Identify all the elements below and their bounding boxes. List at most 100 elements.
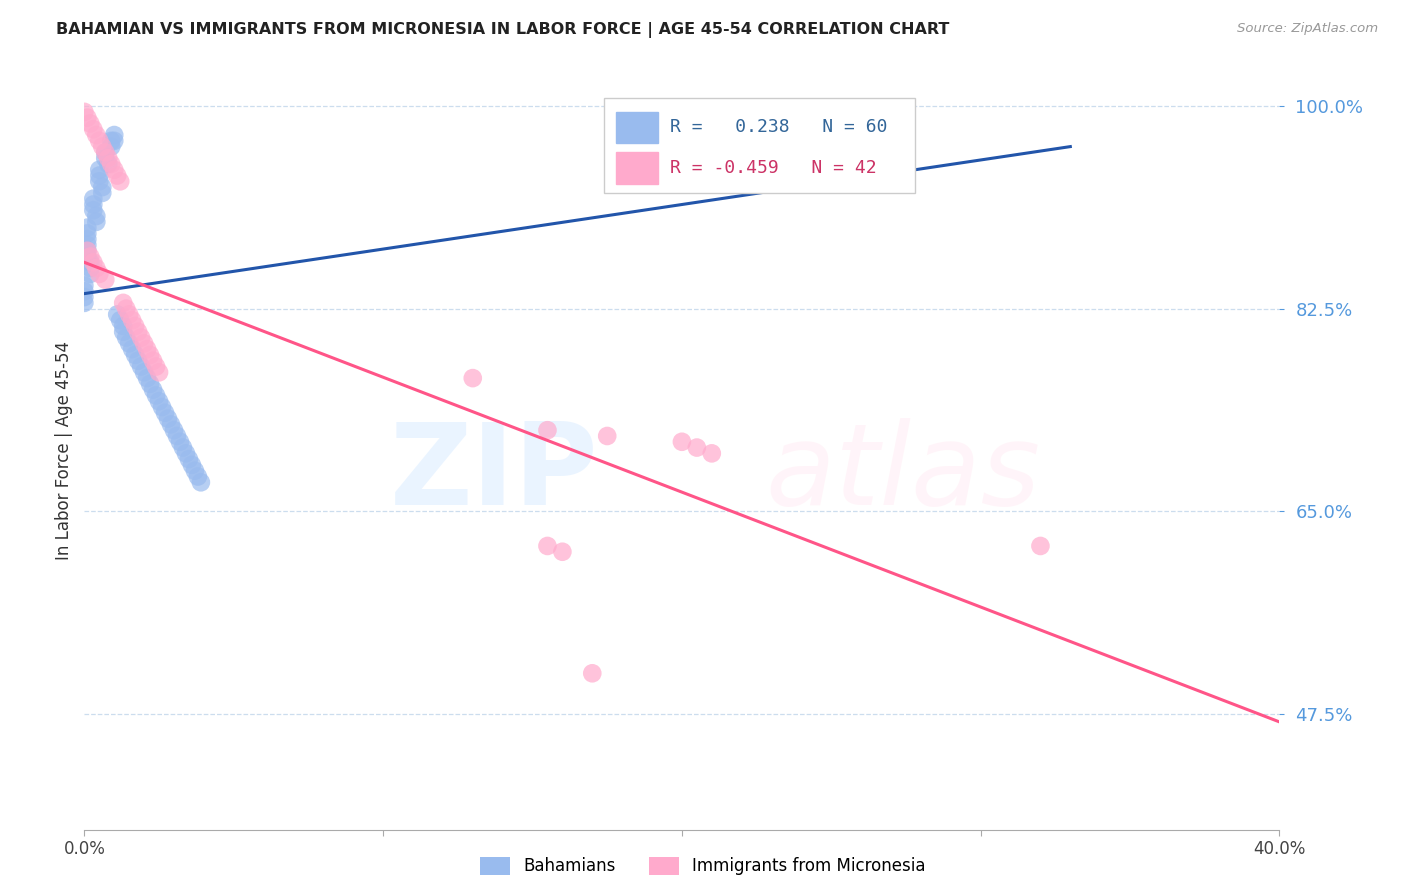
Point bbox=[79, 116, 101, 130]
Point bbox=[671, 434, 693, 449]
Bar bbox=[616, 112, 658, 144]
Y-axis label: In Labor Force | Age 45-54: In Labor Force | Age 45-54 bbox=[55, 341, 73, 560]
Point bbox=[461, 371, 484, 385]
Point bbox=[79, 255, 101, 269]
Point bbox=[86, 128, 108, 142]
Point bbox=[184, 464, 207, 478]
Point bbox=[89, 174, 111, 188]
Point bbox=[79, 267, 101, 281]
Point bbox=[73, 285, 96, 299]
Point bbox=[142, 383, 165, 397]
Bar bbox=[616, 152, 658, 184]
Point bbox=[100, 134, 122, 148]
Point bbox=[112, 325, 135, 339]
Point bbox=[160, 417, 183, 432]
Point bbox=[89, 169, 111, 183]
Point bbox=[76, 111, 98, 125]
Point bbox=[127, 353, 149, 368]
Point bbox=[181, 458, 204, 472]
Point bbox=[136, 371, 159, 385]
Point bbox=[100, 157, 122, 171]
Point bbox=[91, 180, 114, 194]
Point bbox=[132, 365, 156, 379]
Point bbox=[110, 174, 132, 188]
Point bbox=[82, 203, 104, 218]
Point bbox=[187, 469, 209, 483]
Point bbox=[163, 423, 186, 437]
Point bbox=[89, 267, 111, 281]
Point bbox=[82, 192, 104, 206]
Point bbox=[121, 342, 143, 356]
Text: R = -0.459   N = 42: R = -0.459 N = 42 bbox=[671, 159, 876, 177]
Point bbox=[76, 220, 98, 235]
Point bbox=[153, 406, 176, 420]
Point bbox=[124, 318, 146, 333]
Text: R =   0.238   N = 60: R = 0.238 N = 60 bbox=[671, 119, 887, 136]
Point bbox=[86, 209, 108, 223]
Point bbox=[127, 325, 149, 339]
Point bbox=[76, 244, 98, 258]
Point bbox=[73, 104, 96, 119]
Point bbox=[103, 128, 125, 142]
Point bbox=[1029, 539, 1052, 553]
Point bbox=[157, 411, 180, 425]
Point bbox=[139, 376, 162, 391]
Point bbox=[581, 666, 603, 681]
Point bbox=[86, 261, 108, 276]
Point bbox=[89, 162, 111, 177]
Point bbox=[91, 186, 114, 200]
Legend: Bahamians, Immigrants from Micronesia: Bahamians, Immigrants from Micronesia bbox=[474, 850, 932, 882]
Point bbox=[76, 238, 98, 252]
Point bbox=[79, 261, 101, 276]
Point bbox=[100, 139, 122, 153]
Point bbox=[129, 330, 152, 344]
Point bbox=[190, 475, 212, 490]
Point bbox=[536, 423, 558, 437]
Point bbox=[103, 134, 125, 148]
Text: BAHAMIAN VS IMMIGRANTS FROM MICRONESIA IN LABOR FORCE | AGE 45-54 CORRELATION CH: BAHAMIAN VS IMMIGRANTS FROM MICRONESIA I… bbox=[56, 22, 949, 38]
Point bbox=[94, 145, 117, 160]
Point bbox=[97, 157, 120, 171]
Point bbox=[97, 151, 120, 165]
Point bbox=[142, 353, 165, 368]
Point bbox=[536, 539, 558, 553]
Point bbox=[82, 255, 104, 269]
Point bbox=[700, 446, 723, 460]
Point bbox=[145, 388, 167, 402]
Point bbox=[118, 336, 141, 351]
Point bbox=[172, 441, 194, 455]
Point bbox=[139, 348, 162, 362]
Point bbox=[124, 348, 146, 362]
FancyBboxPatch shape bbox=[605, 98, 915, 193]
Point bbox=[169, 434, 191, 449]
Point bbox=[91, 139, 114, 153]
Point bbox=[166, 429, 188, 443]
Point bbox=[94, 151, 117, 165]
Point bbox=[118, 308, 141, 322]
Point bbox=[82, 122, 104, 136]
Point bbox=[115, 330, 138, 344]
Point bbox=[150, 400, 173, 414]
Point bbox=[105, 169, 128, 183]
Point bbox=[177, 452, 200, 467]
Point bbox=[89, 134, 111, 148]
Point bbox=[174, 446, 197, 460]
Point bbox=[121, 313, 143, 327]
Point bbox=[76, 227, 98, 241]
Point bbox=[105, 308, 128, 322]
Point bbox=[115, 301, 138, 316]
Point bbox=[73, 290, 96, 304]
Point bbox=[73, 278, 96, 293]
Point bbox=[86, 215, 108, 229]
Point bbox=[76, 244, 98, 258]
Point bbox=[686, 441, 709, 455]
Point bbox=[136, 342, 159, 356]
Point bbox=[82, 197, 104, 211]
Point bbox=[551, 545, 574, 559]
Point bbox=[79, 250, 101, 264]
Point bbox=[73, 296, 96, 310]
Point bbox=[103, 162, 125, 177]
Point bbox=[148, 394, 170, 409]
Point bbox=[76, 232, 98, 246]
Point bbox=[148, 365, 170, 379]
